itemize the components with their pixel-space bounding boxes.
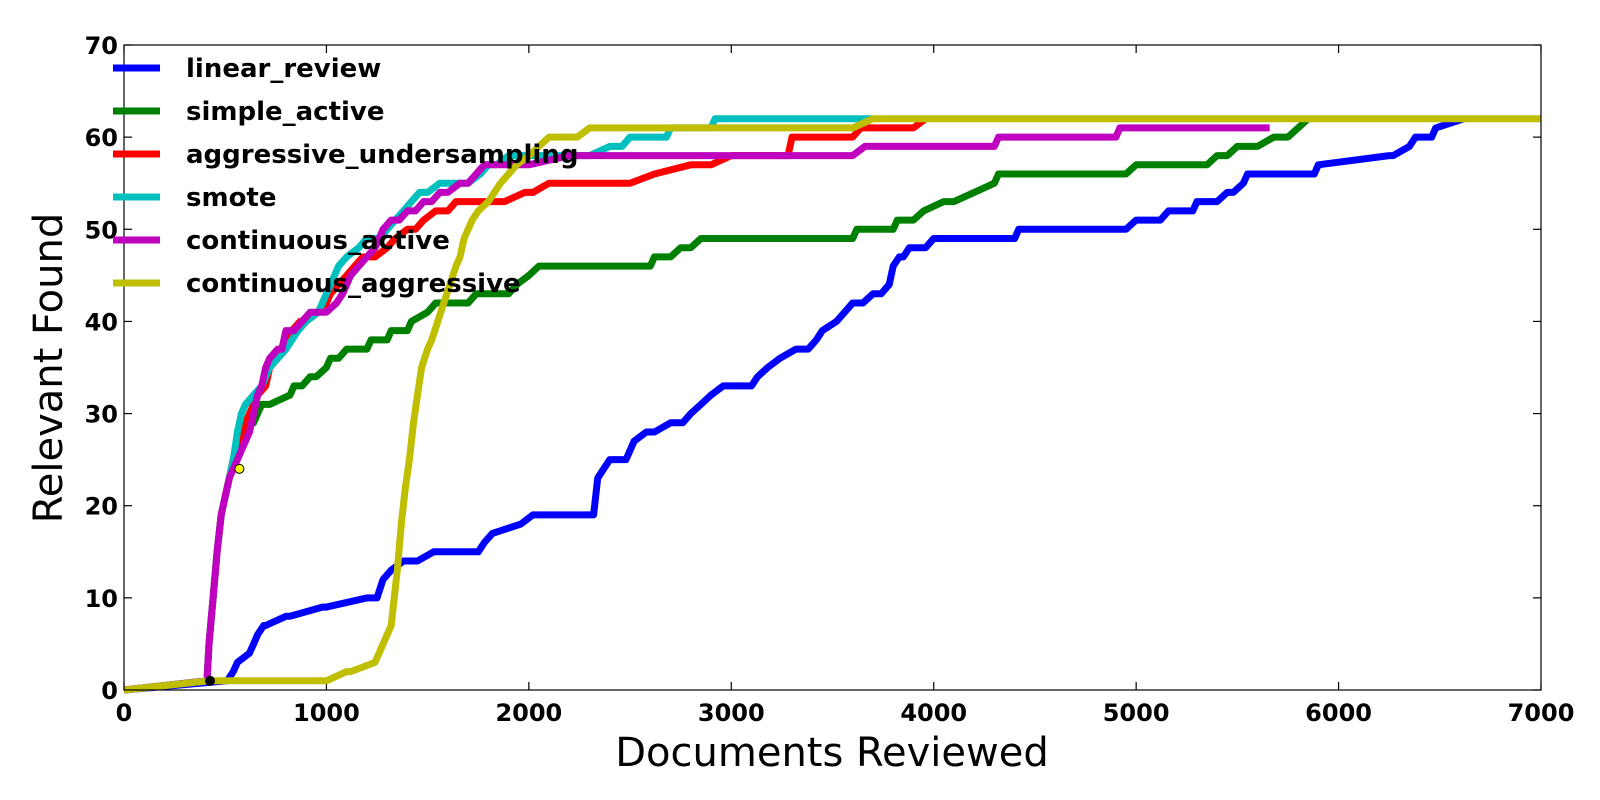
data-marker [205, 675, 216, 686]
y-tick-label: 0 [101, 677, 118, 705]
axis-ticks: 0 1000 2000 3000 4000 5000 6000 7000 0 10 20 30 40 50… [85, 32, 1575, 727]
y-axis-label: Relevant Found [26, 213, 72, 523]
y-tick-label: 40 [85, 308, 118, 336]
series-layer [123, 115, 1541, 694]
y-tick-label: 60 [85, 124, 118, 152]
legend-label: aggressive_undersampling [186, 140, 578, 170]
series-line-continuous-active [123, 124, 1270, 694]
series-line-simple-active [123, 116, 1311, 694]
y-tick-label: 30 [85, 401, 118, 429]
x-axis-label: Documents Reviewed [615, 730, 1049, 776]
legend-label: linear_review [186, 54, 381, 84]
x-tick-label: 3000 [698, 699, 765, 727]
legend-label: continuous_aggressive [186, 269, 521, 299]
y-tick-label: 70 [85, 32, 118, 60]
y-tick-label: 50 [85, 216, 118, 244]
y-tick-label: 10 [85, 585, 118, 613]
legend: linear_review simple_active aggressive_und… [113, 54, 578, 299]
series-line-linear-review [123, 115, 1466, 694]
x-tick-label: 7000 [1508, 699, 1575, 727]
legend-label: smote [186, 183, 277, 213]
x-tick-label: 0 [116, 699, 133, 727]
marker-layer [205, 463, 245, 686]
x-tick-label: 5000 [1103, 699, 1170, 727]
data-marker [234, 463, 245, 474]
x-tick-label: 6000 [1305, 699, 1372, 727]
x-tick-label: 1000 [293, 699, 360, 727]
legend-label: continuous_active [186, 226, 450, 256]
plot-frame [123, 44, 1542, 691]
series-line-continuous-aggressive [123, 115, 1541, 694]
x-tick-label: 4000 [900, 699, 967, 727]
x-tick-label: 2000 [495, 699, 562, 727]
y-tick-label: 20 [85, 493, 118, 521]
legend-label: simple_active [186, 97, 385, 127]
